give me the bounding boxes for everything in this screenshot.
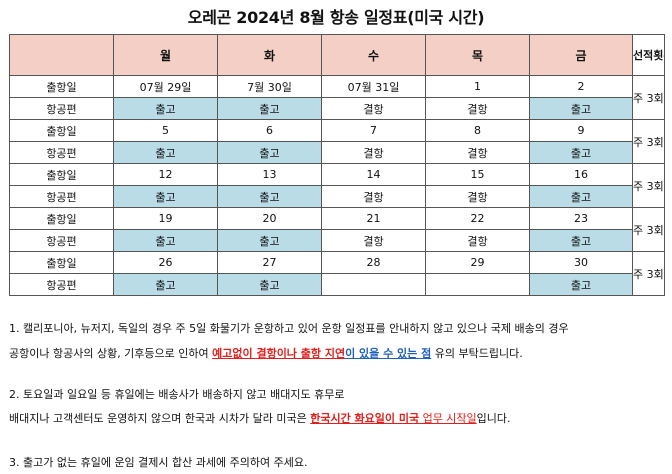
- rotation-cell: 주 3회 출항: [632, 207, 665, 252]
- note-2-line-2: 배대지나 고객센터도 운영하지 않으며 한국과 시차가 달라 미국은 한국시간 …: [9, 412, 669, 426]
- flight-row: 항공편 출고 출고 결항 결항 출고: [9, 97, 665, 120]
- note-2-tail: 입니다.: [476, 412, 511, 425]
- header-mon: 월: [113, 34, 218, 76]
- note-3: 3. 출고가 없는 휴일에 운임 결제시 합산 과세에 주의하여 주세요.: [9, 456, 308, 469]
- departure-date-cell: 07월 29일: [113, 75, 218, 98]
- note-1-warning: 예고없이 결항이나 출항 지연: [212, 347, 346, 360]
- departure-date-cell: 20: [217, 207, 322, 230]
- departure-date-cell: 13: [217, 163, 322, 186]
- flight-status-cell: 출고: [113, 229, 218, 252]
- flight-status-cell: 출고: [529, 141, 633, 164]
- departure-date-cell: 16: [529, 163, 633, 186]
- departure-date-cell: 9: [529, 119, 633, 142]
- departure-date-cell: 30: [529, 251, 633, 274]
- note-2-text: 배대지나 고객센터도 운영하지 않으며 한국과 시차가 달라 미국은: [9, 412, 311, 425]
- flight-row: 항공편 출고 출고 결항 결항 출고: [9, 141, 665, 164]
- departure-date-cell: 1: [425, 75, 530, 98]
- rotation-cell: 주 3회 출항: [632, 163, 665, 208]
- departure-date-cell: 6: [217, 119, 322, 142]
- flight-status-cell: 결항: [425, 185, 530, 208]
- rotation-cell: 주 3회 출항: [632, 75, 665, 120]
- note-1-emphasis: 이 있을 수 있는 점: [345, 347, 432, 360]
- flight-status-cell: 출고: [217, 273, 322, 296]
- departure-date-cell: 14: [321, 163, 426, 186]
- flight-status-cell: 결항: [425, 97, 530, 120]
- flight-status-cell: 출고: [217, 185, 322, 208]
- flight-row: 항공편 출고 출고 결항 결항 출고: [9, 229, 665, 252]
- note-1-text: 공항이나 항공사의 상황, 기후등으로 인하여: [9, 347, 213, 360]
- departure-date-cell: 7월 30일: [217, 75, 322, 98]
- departure-date-cell: 15: [425, 163, 530, 186]
- departure-row-label: 출항일: [9, 207, 114, 230]
- flight-status-cell: 출고: [529, 273, 633, 296]
- flight-status-cell: 출고: [113, 185, 218, 208]
- departure-date-cell: 5: [113, 119, 218, 142]
- flight-status-cell: 출고: [529, 229, 633, 252]
- departure-date-cell: 7: [321, 119, 426, 142]
- note-1-line-2: 공항이나 항공사의 상황, 기후등으로 인하여 예고없이 결항이나 출항 지연이…: [9, 347, 669, 361]
- departure-date-cell: 27: [217, 251, 322, 274]
- flight-status-cell: 출고: [529, 97, 633, 120]
- departure-date-cell: 8: [425, 119, 530, 142]
- flight-status-cell: 결항: [321, 229, 426, 252]
- rotation-cell: 주 3회 출항: [632, 119, 665, 164]
- flight-row-label: 항공편: [9, 97, 114, 120]
- flight-row: 항공편 출고 출고 출고: [9, 273, 665, 296]
- note-2-line-1: 2. 토요일과 일요일 등 휴일에는 배송사가 배송하지 않고 배대지도 휴무로: [9, 388, 345, 401]
- departure-date-cell: 12: [113, 163, 218, 186]
- flight-status-cell: 출고: [217, 229, 322, 252]
- page-title: 오레곤 2024년 8월 항송 일정표(미국 시간): [187, 8, 485, 27]
- header-row: 월 화 수 목 금 선적횟수: [9, 34, 665, 76]
- flight-status-cell: 출고: [113, 97, 218, 120]
- departure-date-cell: 07월 31일: [321, 75, 426, 98]
- note-1-line-1: 1. 캘리포니아, 뉴저지, 독일의 경우 주 5일 화물기가 운항하고 있어 …: [9, 322, 569, 335]
- header-thu: 목: [425, 34, 530, 76]
- departure-date-cell: 26: [113, 251, 218, 274]
- flight-row-label: 항공편: [9, 273, 114, 296]
- flight-row-label: 항공편: [9, 229, 114, 252]
- departure-date-cell: 23: [529, 207, 633, 230]
- departure-row-label: 출항일: [9, 251, 114, 274]
- departure-date-cell: 29: [425, 251, 530, 274]
- flight-status-cell: 출고: [113, 273, 218, 296]
- departure-date-cell: 22: [425, 207, 530, 230]
- header-blank: [9, 34, 114, 76]
- header-tue: 화: [217, 34, 322, 76]
- flight-status-cell: 출고: [113, 141, 218, 164]
- departure-date-cell: 28: [321, 251, 426, 274]
- departure-date-cell: 21: [321, 207, 426, 230]
- flight-status-cell: 결항: [321, 97, 426, 120]
- note-2-emphasis: 업무 시작일: [419, 412, 477, 425]
- flight-status-cell: 결항: [321, 185, 426, 208]
- header-rotation: 선적횟수: [632, 34, 665, 76]
- flight-status-cell: 출고: [217, 97, 322, 120]
- departure-row-label: 출항일: [9, 75, 114, 98]
- flight-status-cell: [425, 273, 530, 296]
- flight-row-label: 항공편: [9, 141, 114, 164]
- header-wed: 수: [321, 34, 426, 76]
- flight-row-label: 항공편: [9, 185, 114, 208]
- rotation-cell: 주 3회 출항: [632, 251, 665, 296]
- flight-status-cell: 결항: [425, 229, 530, 252]
- flight-row: 항공편 출고 출고 결항 결항 출고: [9, 185, 665, 208]
- header-fri: 금: [529, 34, 633, 76]
- flight-status-cell: 결항: [321, 141, 426, 164]
- departure-date-cell: 2: [529, 75, 633, 98]
- departure-row-label: 출항일: [9, 119, 114, 142]
- note-1-tail: 유의 부탁드립니다.: [431, 347, 523, 360]
- departure-row-label: 출항일: [9, 163, 114, 186]
- departure-date-cell: 19: [113, 207, 218, 230]
- flight-status-cell: 결항: [425, 141, 530, 164]
- flight-status-cell: 출고: [217, 141, 322, 164]
- flight-status-cell: [321, 273, 426, 296]
- note-2-warning: 한국시간 화요일이 미국: [310, 412, 420, 425]
- flight-status-cell: 출고: [529, 185, 633, 208]
